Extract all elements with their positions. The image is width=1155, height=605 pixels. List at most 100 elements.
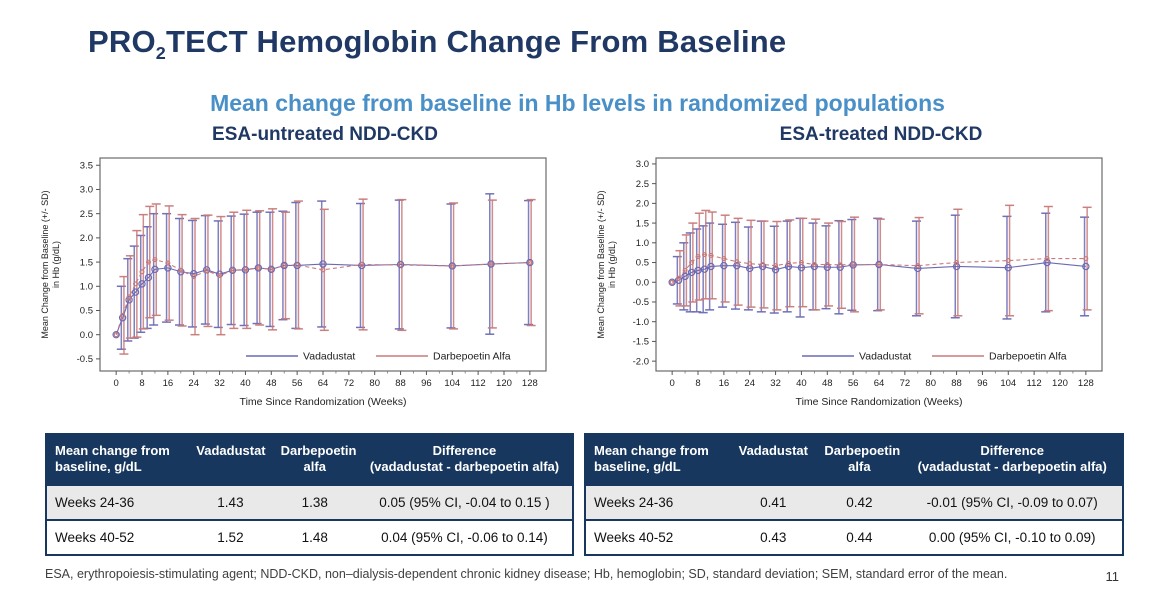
svg-text:72: 72: [900, 378, 911, 389]
svg-text:48: 48: [266, 378, 277, 389]
table-cell: 0.00 (95% CI, -0.10 to 0.09): [928, 529, 1096, 545]
table-cell: 0.05 (95% CI, -0.04 to 0.15 ): [379, 494, 550, 510]
svg-text:1.0: 1.0: [636, 238, 649, 249]
table-row: Weeks 40-52 1.52 1.48 0.04 (95% CI, -0.06 t…: [46, 519, 573, 555]
svg-text:2.5: 2.5: [636, 179, 649, 190]
svg-text:Mean Change from Baseline (+/-: Mean Change from Baseline (+/- SD): [40, 190, 50, 338]
table-cell: Weeks 40-52: [594, 529, 674, 545]
svg-text:40: 40: [240, 378, 251, 389]
header-cell: Difference (vadadustat - darbepoetin alf…: [902, 434, 1123, 485]
svg-text:-2.0: -2.0: [633, 356, 649, 367]
table-cell: Weeks 40-52: [55, 529, 135, 545]
svg-text:Vadadustat: Vadadustat: [859, 351, 911, 363]
svg-text:48: 48: [822, 378, 833, 389]
chart-title-esa-untreated: ESA-untreated NDD-CKD: [212, 124, 438, 145]
svg-text:3.0: 3.0: [636, 159, 649, 170]
table-cell: 0.41: [760, 494, 787, 510]
svg-text:56: 56: [848, 378, 859, 389]
table-cell: 0.04 (95% CI, -0.06 to 0.14): [381, 529, 548, 545]
table-cell: 1.38: [301, 494, 328, 510]
svg-text:88: 88: [395, 378, 406, 389]
svg-text:in Hb (g/dL): in Hb (g/dL): [51, 241, 61, 288]
svg-text:120: 120: [496, 378, 512, 389]
svg-text:104: 104: [444, 378, 460, 389]
svg-text:64: 64: [318, 378, 329, 389]
svg-text:Time Since Randomization (Week: Time Since Randomization (Weeks): [796, 396, 963, 408]
svg-text:3.5: 3.5: [80, 160, 93, 171]
header-cell: Difference (vadadustat - darbepoetin alf…: [356, 434, 573, 485]
svg-text:-1.5: -1.5: [633, 337, 649, 348]
svg-text:1.0: 1.0: [80, 281, 93, 292]
svg-text:24: 24: [744, 378, 755, 389]
svg-text:Darbepoetin Alfa: Darbepoetin Alfa: [989, 351, 1067, 363]
table-row: Weeks 40-52 0.43 0.44 0.00 (95% CI, -0.10 t…: [585, 519, 1123, 555]
svg-text:104: 104: [1000, 378, 1016, 389]
table-cell: Weeks 24-36: [594, 494, 674, 510]
title-post: TECT Hemoglobin Change From Baseline: [165, 24, 787, 59]
title-subscript: 2: [155, 43, 166, 64]
table-cell: 0.43: [760, 529, 787, 545]
svg-text:56: 56: [292, 378, 303, 389]
table-cell: 1.52: [217, 529, 244, 545]
svg-text:112: 112: [471, 378, 486, 389]
svg-text:-0.5: -0.5: [77, 354, 93, 365]
svg-text:2.0: 2.0: [80, 233, 93, 244]
table-cell: 0.42: [846, 494, 873, 510]
esa-untreated-line-chart: -0.5 0.0 0.5 1.0 1.5 2.0 2.5 3.0 3.5 0 8 16 24 32 40 48…: [40, 157, 547, 408]
svg-text:0.0: 0.0: [636, 277, 649, 288]
table-cell: -0.01 (95% CI, -0.09 to 0.07): [926, 494, 1098, 510]
chart-title-esa-treated: ESA-treated NDD-CKD: [779, 124, 983, 145]
table-header-row: Mean change from baseline, g/dL Vadadusta…: [46, 434, 573, 485]
svg-text:-0.5: -0.5: [633, 297, 649, 308]
svg-text:120: 120: [1052, 378, 1068, 389]
svg-text:80: 80: [369, 378, 380, 389]
svg-text:88: 88: [951, 378, 962, 389]
chart-panel-esa-treated: ESA-treated NDD-CKD -2.0 -1.5 -1.0 -0.5 0.0 0…: [592, 124, 1112, 420]
results-table-esa-treated: Mean change from baseline, g/dL Vadadusta…: [584, 433, 1124, 556]
svg-text:8: 8: [139, 378, 144, 389]
svg-text:Vadadustat: Vadadustat: [303, 351, 355, 363]
svg-text:32: 32: [770, 378, 781, 389]
svg-text:-1.0: -1.0: [633, 317, 649, 328]
svg-text:2.5: 2.5: [80, 209, 93, 220]
slide-subtitle: Mean change from baseline in Hb levels i…: [210, 90, 945, 116]
svg-text:2.0: 2.0: [636, 199, 649, 210]
results-table-esa-untreated: Mean change from baseline, g/dL Vadadusta…: [45, 433, 574, 556]
svg-text:Mean Change from Baseline (+/-: Mean Change from Baseline (+/- SD): [596, 190, 606, 338]
page-title: PRO2TECT Hemoglobin Change From Baseline: [88, 24, 786, 64]
svg-text:24: 24: [188, 378, 199, 389]
table-cell: 1.48: [301, 529, 328, 545]
svg-text:72: 72: [344, 378, 355, 389]
svg-text:40: 40: [796, 378, 807, 389]
svg-text:1.5: 1.5: [80, 257, 93, 268]
svg-text:128: 128: [522, 378, 538, 389]
svg-text:0.5: 0.5: [636, 258, 649, 269]
svg-text:1.5: 1.5: [636, 218, 649, 229]
svg-text:0.5: 0.5: [80, 306, 93, 317]
table-cell: Weeks 24-36: [55, 494, 135, 510]
header-cell: Darbepoetin alfa: [272, 434, 357, 485]
svg-text:112: 112: [1027, 378, 1042, 389]
svg-text:0: 0: [670, 378, 675, 389]
svg-text:80: 80: [925, 378, 936, 389]
chart-panel-esa-untreated: ESA-untreated NDD-CKD -0.5 0.0 0.5 1.0 1.5 2.…: [36, 124, 556, 420]
svg-text:0: 0: [114, 378, 119, 389]
svg-text:96: 96: [421, 378, 432, 389]
svg-text:16: 16: [719, 378, 730, 389]
abbreviations-footnote: ESA, erythropoiesis-stimulating agent; N…: [45, 567, 1008, 581]
svg-text:16: 16: [163, 378, 174, 389]
svg-text:in Hb (g/dL): in Hb (g/dL): [607, 241, 617, 288]
header-cell: Vadadustat: [730, 434, 817, 485]
title-pre: PRO: [88, 24, 156, 59]
esa-treated-line-chart: -2.0 -1.5 -1.0 -0.5 0.0 0.5 1.0 1.5 2.0 2.5 3.0 0 8 1…: [596, 157, 1103, 408]
svg-text:3.0: 3.0: [80, 185, 93, 196]
header-cell: Mean change from baseline, g/dL: [46, 434, 189, 485]
table-row: Weeks 24-36 1.43 1.38 0.05 (95% CI, -0.04 t…: [46, 484, 573, 520]
table-cell: 1.43: [217, 494, 244, 510]
svg-text:8: 8: [695, 378, 700, 389]
page-number: 11: [1105, 569, 1120, 584]
svg-text:Darbepoetin Alfa: Darbepoetin Alfa: [433, 351, 511, 363]
svg-text:0.0: 0.0: [80, 330, 93, 341]
svg-text:64: 64: [874, 378, 885, 389]
